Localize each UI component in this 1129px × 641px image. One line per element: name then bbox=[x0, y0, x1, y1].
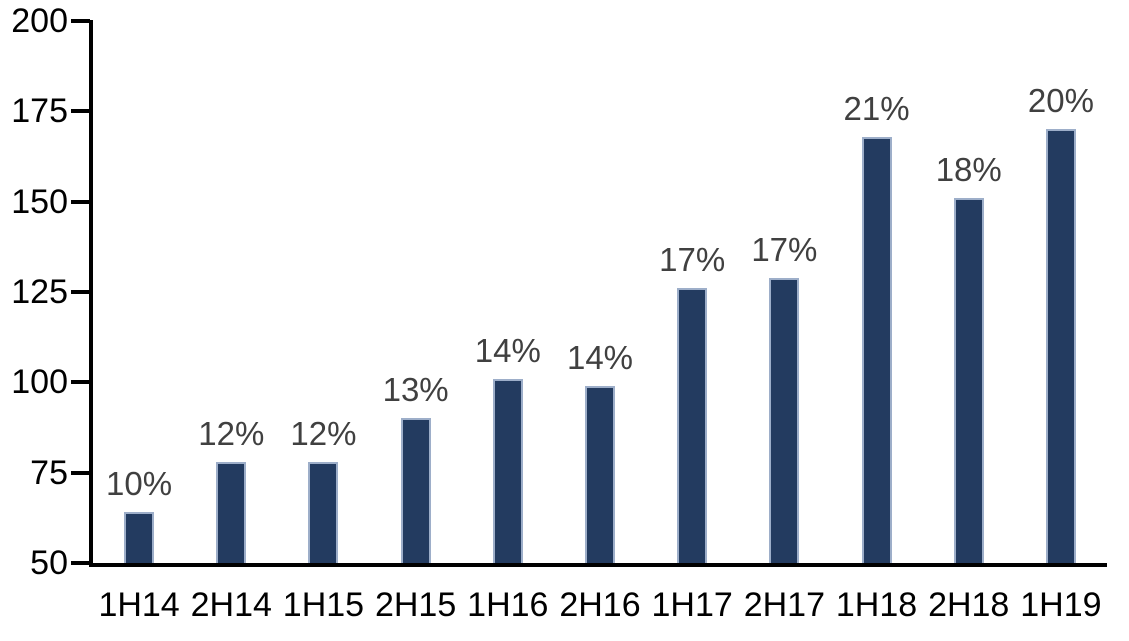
x-axis-line bbox=[89, 563, 1107, 567]
x-tick-label-1H16: 1H16 bbox=[467, 586, 549, 624]
y-tick-label-175: 175 bbox=[11, 92, 68, 131]
y-tickmark-175 bbox=[71, 109, 90, 114]
x-tick-label-2H16: 2H16 bbox=[559, 586, 641, 624]
y-axis-line bbox=[89, 20, 93, 567]
x-tick-label-1H19: 1H19 bbox=[1020, 586, 1102, 624]
bar-label-1H15: 12% bbox=[290, 414, 357, 452]
x-tick-label-2H14: 2H14 bbox=[190, 586, 272, 624]
bar-1H14 bbox=[124, 512, 155, 563]
bar-2H15 bbox=[400, 418, 431, 563]
bar-label-1H19: 20% bbox=[1027, 82, 1094, 120]
y-tick-label-75: 75 bbox=[30, 453, 68, 492]
y-tickmark-100 bbox=[71, 380, 90, 385]
x-tick-label-2H18: 2H18 bbox=[928, 586, 1010, 624]
bar-2H17 bbox=[769, 277, 800, 563]
y-tickmark-150 bbox=[71, 199, 90, 204]
bar-label-2H18: 18% bbox=[935, 151, 1002, 189]
y-tickmark-125 bbox=[71, 290, 90, 294]
y-tick-label-125: 125 bbox=[11, 273, 68, 311]
x-tick-label-1H14: 1H14 bbox=[98, 586, 180, 624]
bar-1H15 bbox=[308, 461, 339, 563]
x-tick-label-2H15: 2H15 bbox=[374, 586, 457, 624]
y-tickmark-200 bbox=[71, 19, 90, 23]
bar-2H14 bbox=[216, 461, 247, 563]
y-tick-label-50: 50 bbox=[30, 544, 68, 582]
bar-label-2H15: 13% bbox=[382, 371, 449, 409]
bar-2H16 bbox=[585, 385, 615, 563]
x-tick-label-1H18: 1H18 bbox=[835, 586, 918, 624]
x-tick-label-2H17: 2H17 bbox=[743, 586, 825, 624]
bar-1H16 bbox=[492, 378, 523, 563]
bar-label-1H16: 14% bbox=[474, 331, 541, 369]
bar-label-2H17: 17% bbox=[751, 230, 818, 268]
bar-1H18 bbox=[861, 136, 892, 563]
bar-label-2H16: 14% bbox=[566, 338, 634, 376]
x-tick-label-1H17: 1H17 bbox=[651, 586, 733, 624]
x-tick-label-1H15: 1H15 bbox=[282, 586, 365, 624]
bar-2H18 bbox=[953, 198, 984, 563]
y-tick-label-150: 150 bbox=[11, 182, 68, 221]
bar-label-1H18: 21% bbox=[843, 89, 910, 127]
y-tickmark-50 bbox=[71, 561, 90, 565]
bar-label-1H17: 17% bbox=[659, 241, 726, 279]
bar-1H17 bbox=[677, 288, 708, 563]
bar-label-1H14: 10% bbox=[106, 465, 173, 503]
bar-label-2H14: 12% bbox=[198, 414, 265, 452]
y-tick-label-200: 200 bbox=[11, 2, 68, 40]
y-tickmark-75 bbox=[71, 470, 90, 475]
bar-1H19 bbox=[1045, 129, 1076, 563]
y-tick-label-100: 100 bbox=[11, 363, 68, 402]
